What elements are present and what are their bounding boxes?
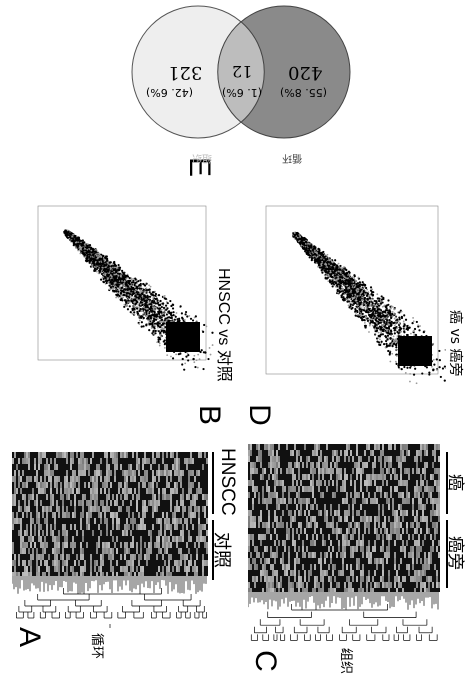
- venn-mid-pct: (1. 6%): [222, 86, 262, 99]
- panel-a-group2-label: HNSCC: [216, 448, 238, 516]
- venn-left-count: 321: [168, 62, 202, 83]
- panel-c-dendrogram: [248, 592, 440, 652]
- venn-left-pct: (42. 6%): [146, 86, 193, 99]
- panel-c-group2-label: 癌: [445, 474, 470, 491]
- venn-label-right: 循环: [282, 152, 302, 167]
- panel-d-title: 癌 vs 癌旁: [446, 310, 466, 376]
- panel-b-letter: B: [190, 398, 224, 432]
- venn-right-count: 420: [288, 62, 322, 83]
- panel-d-scatter-plot: [246, 198, 446, 394]
- panel-a-dendrogram: [12, 576, 208, 628]
- panel-a-rotated-label: 循环: [89, 633, 108, 659]
- panel-c-group1-label: 癌旁: [445, 536, 470, 570]
- panel-b-title: HNSCC vs 对照: [214, 268, 238, 382]
- venn-right-pct: (55. 8%): [280, 86, 327, 99]
- panel-b-scatter-plot: [18, 198, 214, 380]
- panel-d-letter: D: [240, 398, 274, 432]
- venn-label-left: 组织: [192, 152, 212, 167]
- panel-a-heatmap: [12, 452, 208, 576]
- panel-a-group2-bar: [212, 452, 214, 514]
- panel-a-group1-label: 对照: [210, 532, 236, 568]
- venn-mid-count: 12: [232, 62, 252, 81]
- panel-c-heatmap: [248, 444, 440, 592]
